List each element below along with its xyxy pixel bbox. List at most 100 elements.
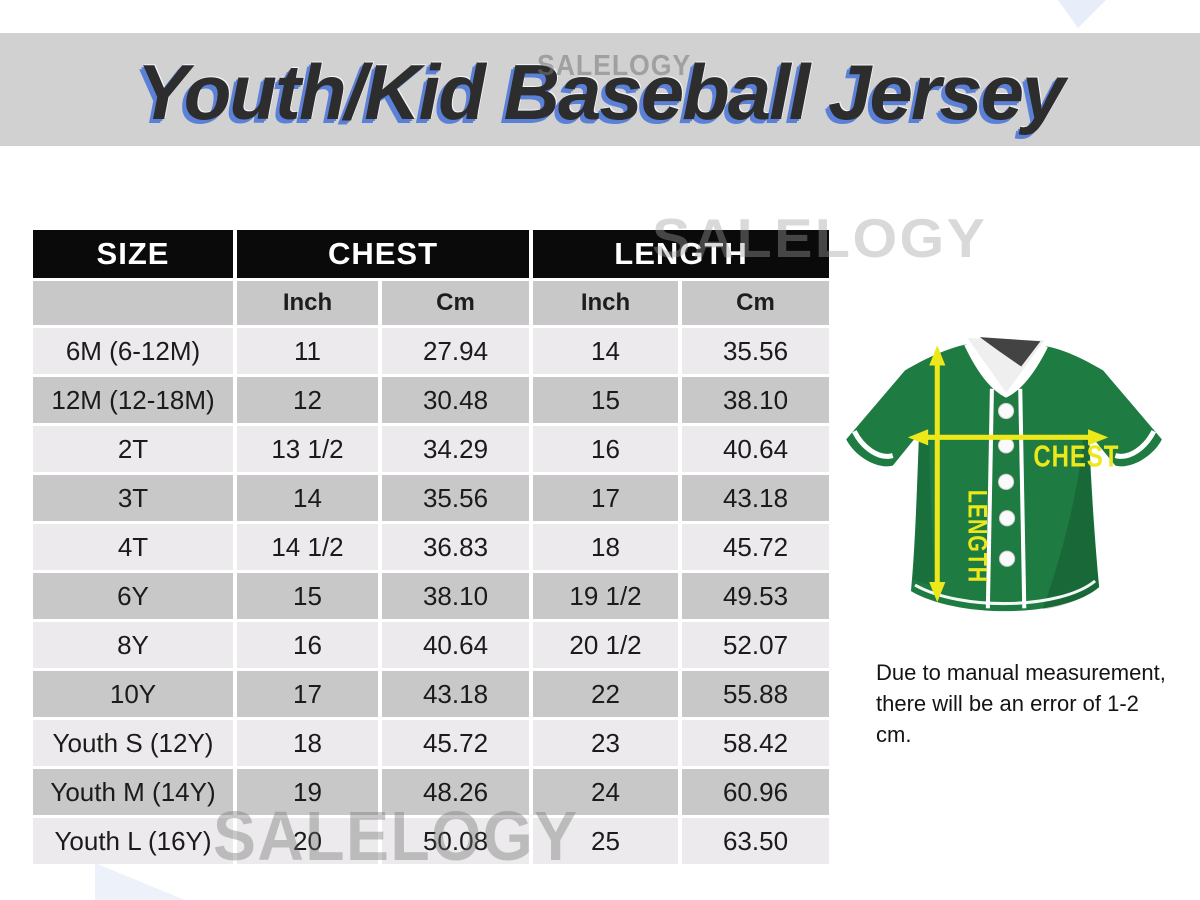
jersey-illustration-svg: CHEST LENGTH <box>846 337 1162 612</box>
col-header-chest: CHEST <box>237 230 530 278</box>
cell-length-cm: 60.96 <box>682 769 830 815</box>
table-row: 6M (6-12M) 11 27.94 14 35.56 <box>33 328 830 374</box>
cell-chest-cm: 36.83 <box>382 524 530 570</box>
subheader-chest-cm: Cm <box>382 281 530 325</box>
table-row: 8Y 16 40.64 20 1/2 52.07 <box>33 622 830 668</box>
table-row: Youth M (14Y) 19 48.26 24 60.96 <box>33 769 830 815</box>
cell-length-cm: 52.07 <box>682 622 830 668</box>
cell-chest-inch: 14 1/2 <box>237 524 378 570</box>
cell-length-inch: 14 <box>533 328 679 374</box>
jersey-shade-left <box>912 433 936 587</box>
jersey-placket-left <box>985 388 994 609</box>
cell-size: Youth S (12Y) <box>33 720 233 766</box>
cell-chest-inch: 18 <box>237 720 378 766</box>
cell-length-inch: 24 <box>533 769 679 815</box>
cell-length-inch: 22 <box>533 671 679 717</box>
cell-chest-cm: 50.08 <box>382 818 530 864</box>
table-row: 10Y 17 43.18 22 55.88 <box>33 671 830 717</box>
jersey-shade-right <box>1042 433 1100 610</box>
cell-chest-inch: 17 <box>237 671 378 717</box>
cell-chest-inch: 15 <box>237 573 378 619</box>
cell-length-inch: 15 <box>533 377 679 423</box>
table-header-row: SIZE CHEST LENGTH <box>33 230 830 278</box>
jersey-left-sleeve-stripe <box>852 430 894 459</box>
cell-length-cm: 35.56 <box>682 328 830 374</box>
note-line-1: Due to manual measurement, <box>876 660 1166 685</box>
subheader-length-cm: Cm <box>682 281 830 325</box>
table-row: 12M (12-18M) 12 30.48 15 38.10 <box>33 377 830 423</box>
jersey-collar-shadow <box>979 337 1041 367</box>
table-row: 6Y 15 38.10 19 1/2 49.53 <box>33 573 830 619</box>
measurement-note: Due to manual measurement, there will be… <box>876 657 1176 750</box>
page-curl-top-right <box>1058 0 1106 28</box>
cell-size: 3T <box>33 475 233 521</box>
length-arrow <box>929 345 946 603</box>
cell-chest-cm: 30.48 <box>382 377 530 423</box>
cell-chest-cm: 34.29 <box>382 426 530 472</box>
chest-label: CHEST <box>1033 439 1119 473</box>
cell-chest-inch: 14 <box>237 475 378 521</box>
cell-length-inch: 25 <box>533 818 679 864</box>
cell-length-cm: 38.10 <box>682 377 830 423</box>
cell-length-inch: 23 <box>533 720 679 766</box>
subheader-size-empty <box>33 281 233 325</box>
jersey-figure: CHEST LENGTH <box>828 326 1172 661</box>
cell-length-inch: 20 1/2 <box>533 622 679 668</box>
length-label: LENGTH <box>962 490 992 583</box>
jersey-buttons <box>997 402 1016 567</box>
cell-length-inch: 18 <box>533 524 679 570</box>
cell-chest-inch: 16 <box>237 622 378 668</box>
cell-size: Youth L (16Y) <box>33 818 233 864</box>
subheader-chest-inch: Inch <box>237 281 378 325</box>
col-header-size: SIZE <box>33 230 233 278</box>
cell-chest-inch: 11 <box>237 328 378 374</box>
table-row: Youth S (12Y) 18 45.72 23 58.42 <box>33 720 830 766</box>
cell-length-cm: 43.18 <box>682 475 830 521</box>
cell-size: 6Y <box>33 573 233 619</box>
page-title: Youth/Kid Baseball Jersey <box>136 48 1066 136</box>
note-line-2: there will be an error of 1-2 cm. <box>876 691 1139 747</box>
cell-chest-cm: 45.72 <box>382 720 530 766</box>
cell-length-inch: 16 <box>533 426 679 472</box>
cell-chest-cm: 27.94 <box>382 328 530 374</box>
cell-chest-cm: 43.18 <box>382 671 530 717</box>
page-curl-bottom-left <box>95 863 185 900</box>
jersey-right-sleeve-stripe <box>1114 430 1157 459</box>
table-body: 6M (6-12M) 11 27.94 14 35.56 12M (12-18M) 12 30… <box>33 328 830 864</box>
cell-chest-inch: 13 1/2 <box>237 426 378 472</box>
cell-size: 2T <box>33 426 233 472</box>
table-row: 4T 14 1/2 36.83 18 45.72 <box>33 524 830 570</box>
col-header-length: LENGTH <box>533 230 830 278</box>
cell-chest-inch: 19 <box>237 769 378 815</box>
table-row: 3T 14 35.56 17 43.18 <box>33 475 830 521</box>
size-chart-table: SIZE CHEST LENGTH Inch Cm Inch Cm 6M (6-… <box>29 227 833 867</box>
cell-length-cm: 55.88 <box>682 671 830 717</box>
cell-size: 4T <box>33 524 233 570</box>
jersey-placket-right <box>1018 388 1027 609</box>
cell-chest-inch: 12 <box>237 377 378 423</box>
cell-length-inch: 19 1/2 <box>533 573 679 619</box>
cell-chest-cm: 40.64 <box>382 622 530 668</box>
cell-size: 12M (12-18M) <box>33 377 233 423</box>
cell-size: 8Y <box>33 622 233 668</box>
cell-length-cm: 40.64 <box>682 426 830 472</box>
table-row: Youth L (16Y) 20 50.08 25 63.50 <box>33 818 830 864</box>
cell-length-cm: 63.50 <box>682 818 830 864</box>
jersey-collar-piping <box>964 343 1048 398</box>
cell-chest-cm: 48.26 <box>382 769 530 815</box>
title-banner: Youth/Kid Baseball Jersey <box>0 33 1200 146</box>
subheader-length-inch: Inch <box>533 281 679 325</box>
cell-size: 10Y <box>33 671 233 717</box>
cell-size: Youth M (14Y) <box>33 769 233 815</box>
cell-length-cm: 45.72 <box>682 524 830 570</box>
chest-arrow <box>907 429 1109 446</box>
cell-length-cm: 58.42 <box>682 720 830 766</box>
cell-length-inch: 17 <box>533 475 679 521</box>
cell-length-cm: 49.53 <box>682 573 830 619</box>
table-row: 2T 13 1/2 34.29 16 40.64 <box>33 426 830 472</box>
cell-chest-cm: 35.56 <box>382 475 530 521</box>
cell-chest-cm: 38.10 <box>382 573 530 619</box>
cell-size: 6M (6-12M) <box>33 328 233 374</box>
cell-chest-inch: 20 <box>237 818 378 864</box>
